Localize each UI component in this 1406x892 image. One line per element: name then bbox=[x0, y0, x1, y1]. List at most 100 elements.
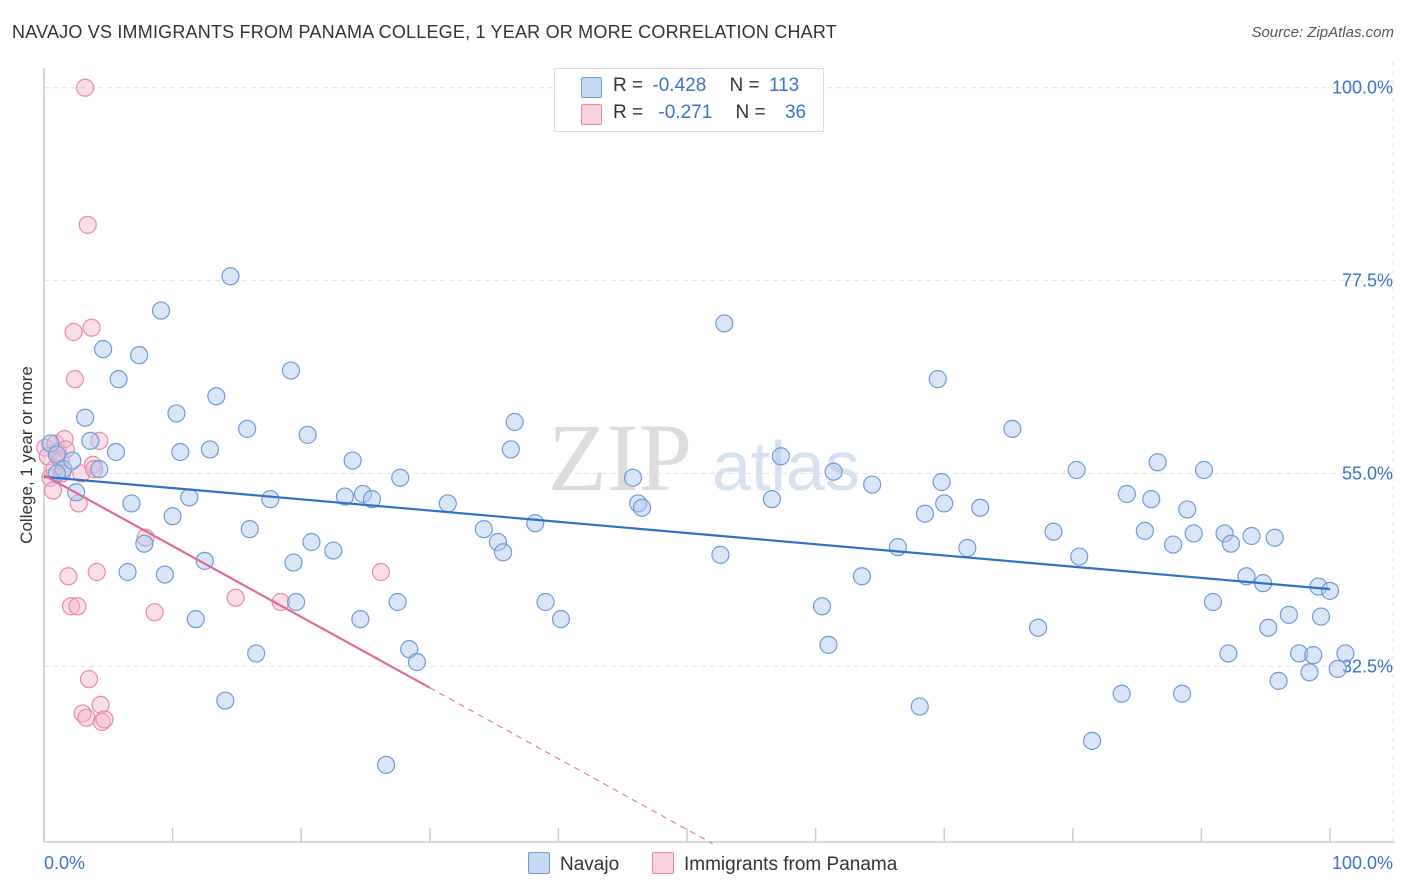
navajo-point bbox=[1067, 460, 1086, 480]
navajo-point bbox=[1336, 644, 1355, 663]
panama-point bbox=[64, 322, 83, 342]
navajo-point bbox=[1070, 547, 1089, 566]
navajo-point bbox=[1259, 618, 1278, 637]
navajo-point bbox=[1148, 453, 1167, 472]
panama-point bbox=[95, 710, 114, 729]
navajo-point bbox=[1304, 646, 1323, 665]
navajo-point bbox=[711, 545, 730, 564]
navajo-point bbox=[118, 562, 137, 582]
navajo-point bbox=[90, 460, 109, 479]
y-tick-label: 77.5% bbox=[1342, 271, 1393, 291]
navajo-point bbox=[167, 404, 186, 423]
panama-point bbox=[82, 318, 101, 337]
navajo-point bbox=[1203, 592, 1223, 612]
y-tick-label: 100.0% bbox=[1332, 78, 1393, 98]
panama-trend-extension bbox=[429, 687, 713, 845]
source-label: Source: ZipAtlas.com bbox=[1251, 24, 1394, 41]
navajo-point bbox=[928, 370, 947, 389]
navajo-point bbox=[63, 451, 82, 470]
legend-n-label: N = bbox=[729, 75, 760, 96]
panama-swatch bbox=[652, 852, 674, 874]
navajo-point bbox=[298, 425, 317, 444]
panama-point bbox=[76, 78, 95, 97]
navajo-point bbox=[438, 494, 457, 513]
legend-n-label: N = bbox=[735, 102, 766, 123]
navajo-point bbox=[261, 490, 280, 509]
bottom-legend-navajo: Navajo bbox=[528, 852, 619, 876]
panama-point bbox=[85, 460, 104, 479]
navajo-point bbox=[505, 412, 524, 432]
y-tick-label: 32.5% bbox=[1342, 656, 1393, 676]
panama-point bbox=[65, 370, 84, 389]
navajo-point bbox=[240, 520, 259, 539]
navajo-point bbox=[106, 442, 126, 462]
watermark-zip: ZIP bbox=[548, 404, 692, 511]
bottom-legend-navajo-label: Navajo bbox=[560, 854, 620, 875]
panama-point bbox=[87, 562, 106, 582]
navajo-point bbox=[1328, 659, 1347, 678]
navajo-point bbox=[343, 451, 362, 470]
navajo-point bbox=[1300, 663, 1319, 682]
navajo-point bbox=[1269, 671, 1288, 690]
y-tick-labels: 32.5% 55.0% 77.5% 100.0% bbox=[1332, 78, 1393, 677]
navajo-point bbox=[1265, 528, 1284, 547]
navajo-point bbox=[824, 462, 843, 481]
navajo-point bbox=[391, 468, 410, 487]
panama-swatch bbox=[581, 104, 602, 125]
legend-r-label: R = bbox=[613, 102, 644, 123]
navajo-point bbox=[494, 543, 513, 562]
navajo-point bbox=[362, 490, 382, 509]
navajo-point bbox=[1311, 607, 1331, 626]
navajo-trend-line bbox=[43, 475, 1331, 591]
navajo-point bbox=[1219, 644, 1238, 663]
panama-point bbox=[68, 597, 87, 616]
navajo-point bbox=[130, 346, 149, 365]
navajo-point bbox=[171, 442, 190, 462]
navajo-point bbox=[1279, 605, 1298, 624]
navajo-point bbox=[935, 494, 954, 513]
navajo-point bbox=[1178, 500, 1197, 519]
navajo-point bbox=[1194, 460, 1214, 480]
panama-point bbox=[226, 588, 245, 607]
navajo-point bbox=[163, 507, 182, 526]
navajo-point bbox=[353, 484, 373, 504]
navajo-point bbox=[247, 644, 266, 663]
navajo-point bbox=[526, 514, 545, 533]
panama-point bbox=[77, 708, 96, 727]
navajo-swatch bbox=[581, 77, 602, 98]
navajo-point bbox=[281, 361, 301, 380]
navajo-point bbox=[536, 592, 555, 612]
navajo-point bbox=[324, 541, 343, 560]
grid-lines bbox=[44, 62, 1395, 842]
panama-point bbox=[371, 562, 391, 582]
navajo-point bbox=[180, 488, 199, 507]
navajo-point bbox=[1173, 684, 1192, 703]
navajo-point bbox=[762, 490, 781, 509]
navajo-point bbox=[501, 440, 520, 459]
navajo-point bbox=[135, 534, 154, 553]
panama-point bbox=[43, 481, 63, 500]
bottom-legend-panama: Immigrants from Panama bbox=[652, 852, 897, 876]
navajo-point bbox=[1184, 524, 1203, 543]
navajo-swatch bbox=[528, 852, 550, 874]
navajo-point bbox=[388, 592, 407, 612]
watermark-atlas: atlas bbox=[712, 427, 860, 505]
navajo-point bbox=[1142, 490, 1161, 509]
navajo-point bbox=[238, 419, 257, 438]
navajo-point bbox=[1135, 521, 1154, 540]
navajo-points bbox=[41, 267, 1355, 774]
panama-point bbox=[56, 440, 75, 459]
navajo-point bbox=[488, 532, 508, 552]
navajo-point bbox=[122, 494, 141, 513]
navajo-point bbox=[1003, 419, 1022, 438]
navajo-point bbox=[474, 520, 493, 539]
navajo-point bbox=[551, 610, 571, 629]
navajo-point bbox=[623, 468, 643, 487]
navajo-point bbox=[207, 387, 226, 406]
navajo-point bbox=[76, 408, 95, 427]
navajo-point bbox=[812, 597, 832, 616]
navajo-point bbox=[1221, 534, 1241, 553]
navajo-point bbox=[1290, 644, 1309, 663]
navajo-point bbox=[221, 267, 240, 286]
navajo-point bbox=[632, 498, 652, 517]
